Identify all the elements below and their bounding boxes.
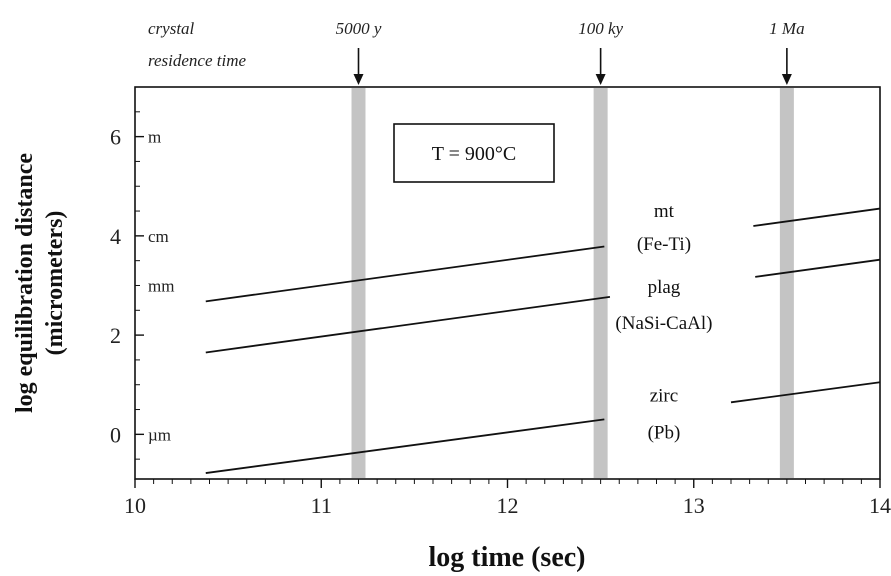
residence-arrow-head-2: [782, 74, 792, 85]
y-unit-label-1: cm: [148, 227, 169, 246]
series-line-1: [206, 297, 610, 353]
y-axis-subtitle: (micrometers): [42, 211, 68, 356]
series-line-0-segment-2: [753, 209, 880, 226]
series-label-2-species: (Pb): [648, 422, 681, 443]
residence-label-line1: crystal: [148, 19, 195, 38]
series-label-0-name: mt: [654, 201, 675, 222]
y-tick-label-1: 2: [110, 323, 121, 348]
x-tick-label-3: 13: [683, 493, 705, 518]
series-label-2-name: zirc: [650, 386, 678, 407]
series-label-1-species: (NaSi-CaAl): [615, 313, 712, 334]
y-tick-label-2: 4: [110, 224, 121, 249]
chart-labels: crystal residence time log time (sec) lo…: [12, 19, 891, 573]
y-unit-label-0: m: [148, 128, 161, 147]
y-unit-label-3: µm: [148, 425, 171, 444]
residence-arrow-head-0: [354, 74, 364, 85]
series-line-0: [206, 247, 605, 302]
series-lines: [206, 209, 880, 473]
series-label-1-name: plag: [648, 277, 681, 298]
residence-marker-label-1: 100 ky: [578, 19, 623, 38]
residence-arrow-head-1: [596, 74, 606, 85]
x-axis-title: log time (sec): [428, 542, 585, 573]
residence-arrows: [354, 48, 792, 85]
y-axis-title: log equilibration distance: [12, 153, 38, 413]
series-line-2: [206, 419, 605, 473]
temperature-label: T = 900°C: [432, 143, 516, 165]
series-line-1-segment-2: [755, 260, 880, 277]
x-tick-label-0: 10: [124, 493, 146, 518]
x-tick-label-1: 11: [311, 493, 332, 518]
residence-marker-label-2: 1 Ma: [769, 19, 804, 38]
residence-band-2: [780, 88, 794, 478]
residence-marker-label-0: 5000 y: [336, 19, 382, 38]
residence-band-0: [352, 88, 366, 478]
y-unit-label-2: mm: [148, 276, 174, 295]
residence-label-line2: residence time: [148, 51, 246, 70]
y-tick-label-3: 6: [110, 125, 121, 150]
y-tick-label-0: 0: [110, 422, 121, 447]
x-tick-label-4: 14: [869, 493, 891, 518]
series-label-0-species: (Fe-Ti): [637, 234, 691, 255]
series-line-2-segment-2: [731, 382, 880, 402]
x-tick-label-2: 12: [497, 493, 519, 518]
